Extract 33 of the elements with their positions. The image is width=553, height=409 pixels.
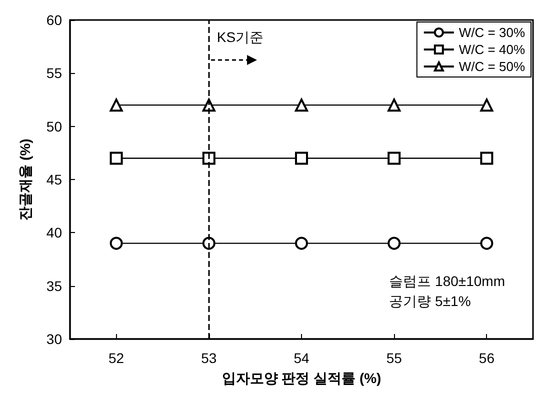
x-axis-title: 입자모양 판정 실적률 (%) <box>222 370 382 386</box>
point <box>388 236 401 250</box>
y-tick-label: 30 <box>46 331 62 347</box>
point <box>295 152 308 165</box>
y-tick-label: 40 <box>46 224 62 241</box>
x-tick-label: 56 <box>478 350 495 366</box>
point <box>295 98 308 112</box>
x-tick-label: 52 <box>108 350 124 366</box>
legend-label: W/C = 40% <box>458 42 526 57</box>
point <box>295 236 308 250</box>
y-tick-label: 55 <box>46 65 62 82</box>
point <box>480 236 494 250</box>
y-tick-label: 35 <box>46 278 62 294</box>
point <box>388 98 401 112</box>
annotation: 공기량 5±1% <box>389 293 471 309</box>
point <box>110 152 123 165</box>
x-tick-label: 55 <box>386 350 402 366</box>
legend-label: W/C = 50% <box>458 59 526 74</box>
y-tick-label: 45 <box>46 172 62 188</box>
y-tick-label: 60 <box>46 12 62 28</box>
legend-label: W/C = 30% <box>458 25 526 40</box>
point <box>110 236 123 250</box>
annotation: 슬럼프 180±10mm <box>389 273 505 289</box>
x-tick-label: 53 <box>201 350 217 366</box>
y-tick-label: 50 <box>46 118 62 134</box>
ref-line-label: KS기준 <box>216 29 264 45</box>
point <box>202 152 216 165</box>
point <box>110 98 123 112</box>
y-axis-title: 잔골재율 (%) <box>17 138 33 220</box>
x-tick-label: 54 <box>294 350 310 366</box>
point <box>480 98 494 112</box>
point <box>480 152 494 165</box>
point <box>388 152 401 165</box>
